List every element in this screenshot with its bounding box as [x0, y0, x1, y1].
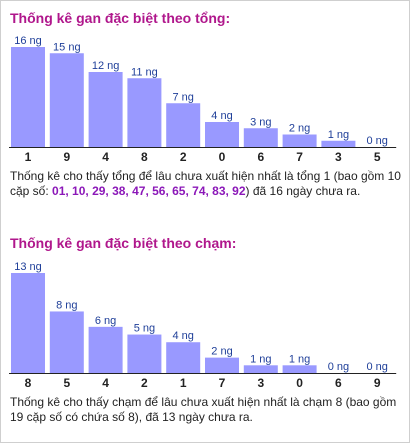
sum-category-label-4: 4: [102, 150, 109, 164]
touch-category-label-7: 7: [219, 376, 226, 390]
sum-bar-7: [282, 134, 317, 147]
touch-value-label-1: 4 ng: [172, 330, 193, 342]
touch-value-label-8: 13 ng: [14, 261, 42, 273]
sum-value-label-2: 7 ng: [172, 91, 193, 103]
sum-bar-2: [166, 103, 201, 147]
sum-category-label-7: 7: [296, 150, 303, 164]
sum-value-label-7: 2 ng: [289, 123, 310, 135]
touch-category-label-8: 8: [25, 376, 32, 390]
sum-category-label-5: 5: [374, 150, 381, 164]
sum-bar-3: [321, 140, 356, 147]
touch-value-label-4: 6 ng: [95, 315, 116, 327]
touch-bar-chart: 13 ng 8 8 ng 5 6 ng 4 5 ng 2 4 ng 1 2 ng 7 1 ng 3 1 ng…: [1, 253, 410, 391]
touch-bar-chart-svg: 13 ng 8 8 ng 5 6 ng 4 5 ng 2 4 ng 1 2 ng 7 1 ng 3 1 ng…: [9, 261, 397, 390]
sum-category-label-6: 6: [257, 150, 264, 164]
sum-value-label-1: 16 ng: [14, 35, 42, 47]
touch-value-label-6: 0 ng: [328, 361, 349, 373]
sum-category-label-1: 1: [25, 150, 32, 164]
touch-category-label-5: 5: [63, 376, 70, 390]
touch-category-label-0: 0: [296, 376, 303, 390]
touch-value-label-7: 2 ng: [211, 346, 232, 358]
sum-description-pairs: 01, 10, 29, 38, 47, 56, 65, 74, 83, 92: [52, 184, 246, 198]
sum-bar-8: [127, 78, 162, 147]
sum-description-after: ) đã 16 ngày chưa ra.: [245, 184, 361, 198]
touch-description: Thống kê cho thấy chạm để lâu chưa xuất …: [10, 395, 397, 424]
sum-bar-0: [205, 122, 239, 147]
sum-category-label-8: 8: [141, 150, 148, 164]
sum-value-label-4: 12 ng: [92, 60, 120, 72]
touch-category-label-6: 6: [335, 376, 342, 390]
touch-bar-4: [88, 326, 123, 373]
sum-bar-chart-svg: 16 ng 1 15 ng 9 12 ng 4 11 ng 8 7 ng 2 4 ng 0 3 ng 6 2…: [9, 35, 397, 164]
touch-value-label-0: 1 ng: [289, 353, 310, 365]
touch-bar-7: [205, 357, 239, 373]
touch-bar-5: [49, 311, 84, 373]
sum-value-label-3: 1 ng: [328, 129, 349, 141]
sum-chart-title: Thống kê gan đặc biệt theo tổng:: [10, 10, 231, 26]
touch-category-label-9: 9: [374, 376, 381, 390]
sum-value-label-9: 15 ng: [53, 41, 81, 53]
touch-category-label-2: 2: [141, 376, 148, 390]
sum-category-label-9: 9: [63, 150, 70, 164]
touch-bar-3: [243, 365, 278, 373]
sum-bar-9: [49, 53, 84, 147]
touch-value-label-5: 8 ng: [56, 299, 77, 311]
sum-bar-4: [88, 72, 123, 147]
touch-value-label-3: 1 ng: [250, 353, 271, 365]
touch-value-label-9: 0 ng: [366, 361, 387, 373]
sum-value-label-5: 0 ng: [366, 135, 387, 147]
touch-bar-8: [11, 273, 45, 373]
sum-value-label-8: 11 ng: [131, 66, 158, 78]
sum-value-label-0: 4 ng: [211, 110, 232, 122]
sum-bar-chart: 16 ng 1 15 ng 9 12 ng 4 11 ng 8 7 ng 2 4 ng 0 3 ng 6 2…: [1, 27, 410, 165]
sum-value-label-6: 3 ng: [250, 116, 271, 128]
sum-category-label-2: 2: [180, 150, 187, 164]
sum-category-label-0: 0: [219, 150, 226, 164]
touch-chart-title: Thống kê gan đặc biệt theo chạm:: [10, 235, 237, 251]
sum-bar-6: [243, 128, 278, 147]
sum-description-before: Thống kê cho thấy tổng để lâu chưa xuất …: [10, 169, 401, 198]
sum-description: Thống kê cho thấy tổng để lâu chưa xuất …: [10, 169, 406, 199]
touch-category-label-1: 1: [180, 376, 187, 390]
touch-bar-2: [127, 334, 162, 373]
touch-bar-0: [282, 365, 317, 373]
touch-bar-1: [166, 342, 201, 373]
sum-category-label-3: 3: [335, 150, 342, 164]
touch-category-label-3: 3: [257, 376, 264, 390]
sum-bar-1: [11, 47, 45, 147]
touch-category-label-4: 4: [102, 376, 109, 390]
touch-value-label-2: 5 ng: [134, 323, 155, 335]
